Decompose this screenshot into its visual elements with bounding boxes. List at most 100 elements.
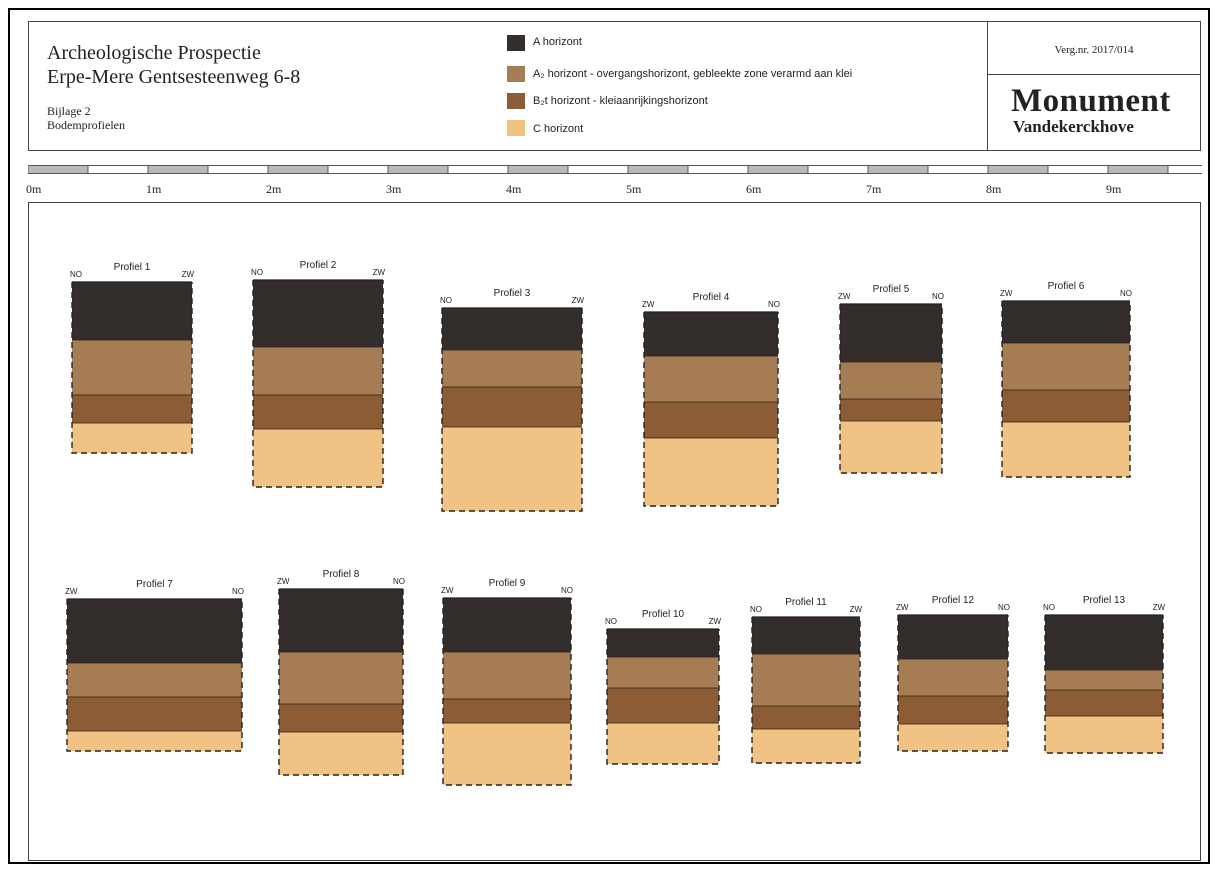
profile-title: Profiel 6 xyxy=(1048,281,1085,292)
scale-bar-graphic xyxy=(27,165,1218,174)
legend-label-c: C horizont xyxy=(533,123,584,135)
bijlage-label: Bijlage 2 xyxy=(47,104,91,118)
profile-layer xyxy=(1002,422,1130,477)
profile-title: Profiel 8 xyxy=(323,569,360,580)
profile-layer xyxy=(607,657,719,688)
profile-outline xyxy=(839,304,943,474)
orientation-label-right: ZW xyxy=(373,268,386,277)
title-block-divider-h xyxy=(987,74,1201,75)
scale-label: 6m xyxy=(746,182,762,196)
profile-title: Profiel 4 xyxy=(693,292,730,303)
profile-outline xyxy=(71,282,193,454)
profile-layer xyxy=(67,663,242,697)
profile-5: Profiel 5 ZW NO xyxy=(838,284,944,474)
page-frame xyxy=(8,8,1210,864)
profile-outline xyxy=(441,308,583,512)
scale-segment xyxy=(747,165,809,174)
profile-layer xyxy=(442,308,582,350)
profile-9: Profiel 9 ZW NO xyxy=(441,578,573,786)
profile-layer xyxy=(1045,716,1163,753)
profile-outline xyxy=(278,589,404,776)
orientation-label-left: ZW xyxy=(65,587,78,596)
profile-outline xyxy=(643,312,779,507)
scale-label: 8m xyxy=(986,182,1002,196)
scale-label: 2m xyxy=(266,182,282,196)
scale-segment xyxy=(927,165,989,174)
profile-title: Profiel 1 xyxy=(114,262,151,273)
scale-segment xyxy=(447,165,509,174)
profile-layer xyxy=(253,429,383,487)
scale-label: 7m xyxy=(866,182,882,196)
title-block-divider xyxy=(987,22,988,150)
scale-segment xyxy=(1167,165,1218,174)
profile-outline xyxy=(606,629,720,765)
profile-layer xyxy=(898,724,1008,751)
profile-layer xyxy=(898,696,1008,724)
profile-title: Profiel 7 xyxy=(136,579,173,590)
profile-title: Profiel 13 xyxy=(1083,595,1126,606)
scale-segment xyxy=(687,165,749,174)
orientation-label-left: ZW xyxy=(896,603,909,612)
profile-title: Profiel 10 xyxy=(642,609,685,620)
legend-label-b2t: B₂t horizont - kleiaanrijkingshorizont xyxy=(533,95,708,107)
profile-3: Profiel 3 NO ZW xyxy=(440,288,585,512)
title-line-1: Archeologische Prospectie xyxy=(47,42,261,64)
verg-nr: Verg.nr. 2017/014 xyxy=(1054,44,1134,56)
profile-outline xyxy=(751,617,861,764)
scale-segment xyxy=(207,165,269,174)
orientation-label-left: ZW xyxy=(642,300,655,309)
profile-layer xyxy=(72,395,192,423)
orientation-label-right: ZW xyxy=(850,605,863,614)
scale-segment xyxy=(1107,165,1169,174)
legend-swatch-b2t xyxy=(507,93,525,109)
profile-layer xyxy=(253,347,383,395)
profile-layer xyxy=(442,387,582,427)
scale-segment xyxy=(807,165,869,174)
profile-layer xyxy=(279,652,403,704)
orientation-label-right: ZW xyxy=(182,270,195,279)
profile-outline xyxy=(1044,615,1164,754)
profile-layer xyxy=(898,615,1008,659)
profile-layer xyxy=(1002,390,1130,422)
profile-layer xyxy=(442,350,582,387)
profile-layer xyxy=(840,399,942,421)
profile-layer xyxy=(644,312,778,356)
scale-label: 5m xyxy=(626,182,642,196)
orientation-label-right: NO xyxy=(1120,289,1132,298)
profile-layer xyxy=(1045,690,1163,716)
orientation-label-right: ZW xyxy=(572,296,585,305)
legend-swatch-a xyxy=(507,35,525,51)
scale-segment xyxy=(87,165,149,174)
orientation-label-right: NO xyxy=(393,577,405,586)
profile-layer xyxy=(442,427,582,511)
profile-layer xyxy=(279,704,403,732)
profile-layer xyxy=(67,731,242,751)
legend-label-a2: A₂ horizont - overgangshorizont, gebleek… xyxy=(533,68,853,80)
profile-layer xyxy=(752,654,860,706)
profile-layer xyxy=(644,356,778,402)
scale-segment xyxy=(627,165,689,174)
profile-layer xyxy=(1045,670,1163,690)
orientation-label-right: NO xyxy=(232,587,244,596)
profile-layer xyxy=(752,706,860,729)
profile-layer xyxy=(752,729,860,763)
profile-layer xyxy=(752,617,860,654)
profile-10: Profiel 10 NO ZW xyxy=(605,609,721,765)
profile-outline xyxy=(66,599,243,752)
profile-outline xyxy=(897,615,1009,752)
profile-layer xyxy=(898,659,1008,696)
profile-layer xyxy=(840,421,942,473)
profile-layer xyxy=(72,282,192,340)
logo-monument: Monument xyxy=(1011,83,1171,119)
profile-layer xyxy=(443,699,571,723)
profile-title: Profiel 9 xyxy=(489,578,526,589)
profile-title: Profiel 5 xyxy=(873,284,910,295)
orientation-label-left: NO xyxy=(70,270,82,279)
legend-label-a: A horizont xyxy=(533,36,582,48)
profile-13: Profiel 13 NO ZW xyxy=(1043,595,1165,754)
profile-title: Profiel 12 xyxy=(932,595,975,606)
profile-layer xyxy=(840,362,942,399)
profile-layer xyxy=(607,688,719,723)
profile-layer xyxy=(72,423,192,453)
profile-layer xyxy=(253,280,383,347)
